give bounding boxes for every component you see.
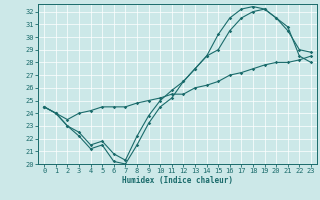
X-axis label: Humidex (Indice chaleur): Humidex (Indice chaleur): [122, 176, 233, 185]
